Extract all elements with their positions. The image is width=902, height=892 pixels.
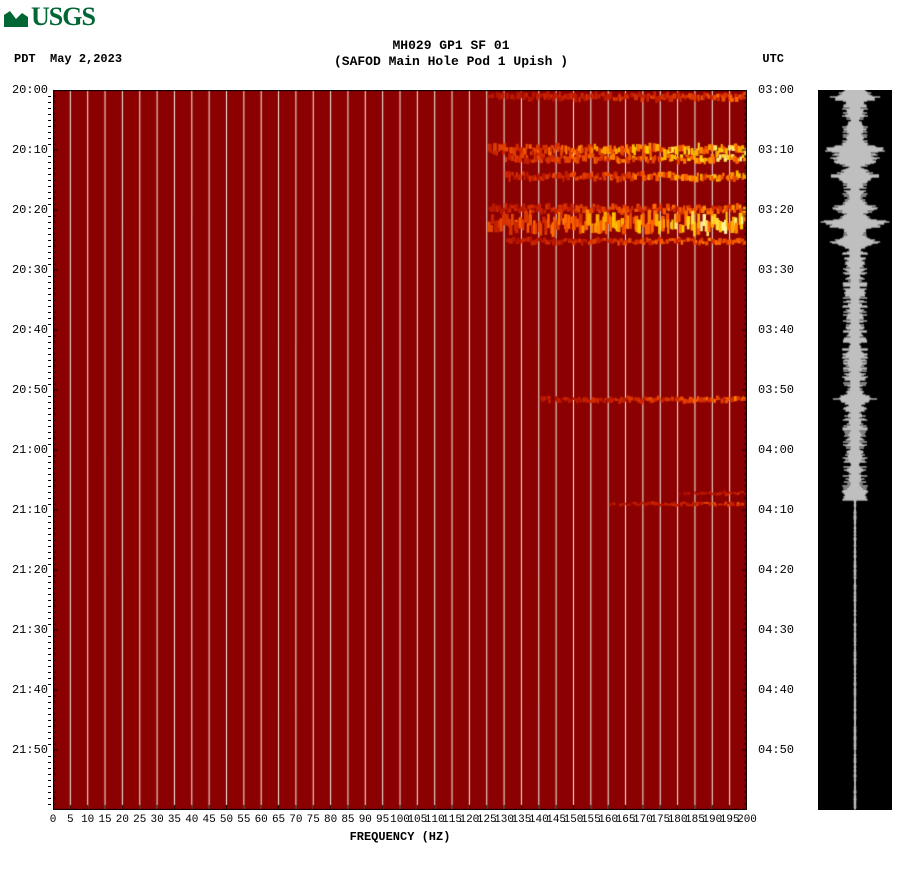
ytick-right: 04:50	[758, 743, 794, 757]
xtick: 60	[255, 814, 268, 826]
ytick-left: 20:50	[0, 383, 48, 397]
ytick-left: 21:50	[0, 743, 48, 757]
xtick: 75	[307, 814, 320, 826]
spectrogram-canvas	[53, 90, 747, 810]
xtick: 5	[67, 814, 74, 826]
xtick: 10	[81, 814, 94, 826]
date-label: PDT May 2,2023	[14, 52, 122, 66]
ytick-left: 20:40	[0, 323, 48, 337]
ytick-left: 21:00	[0, 443, 48, 457]
ytick-left: 21:20	[0, 563, 48, 577]
waveform-panel	[818, 90, 892, 810]
xtick: 200	[737, 814, 757, 826]
header: MH029 GP1 SF 01 (SAFOD Main Hole Pod 1 U…	[0, 38, 902, 69]
ytick-right: 03:20	[758, 203, 794, 217]
ytick-right: 03:00	[758, 83, 794, 97]
spectrogram-plot	[53, 90, 747, 810]
xtick: 0	[50, 814, 57, 826]
ytick-left: 20:10	[0, 143, 48, 157]
ytick-left: 21:30	[0, 623, 48, 637]
ytick-left: 20:30	[0, 263, 48, 277]
xtick: 85	[341, 814, 354, 826]
ytick-left: 21:40	[0, 683, 48, 697]
title-line1: MH029 GP1 SF 01	[392, 38, 509, 53]
xtick: 45	[203, 814, 216, 826]
usgs-logo: USGS	[4, 2, 95, 32]
ytick-right: 04:00	[758, 443, 794, 457]
ytick-right: 04:30	[758, 623, 794, 637]
xtick: 25	[133, 814, 146, 826]
ytick-left: 20:00	[0, 83, 48, 97]
ytick-right: 04:20	[758, 563, 794, 577]
ytick-right: 04:40	[758, 683, 794, 697]
xtick: 95	[376, 814, 389, 826]
title-line2: (SAFOD Main Hole Pod 1 Upish )	[334, 54, 568, 69]
xtick: 30	[150, 814, 163, 826]
xtick: 65	[272, 814, 285, 826]
xtick: 20	[116, 814, 129, 826]
y-axis-left: 20:0020:1020:2020:3020:4020:5021:0021:10…	[0, 90, 50, 810]
xtick: 90	[359, 814, 372, 826]
left-tz: PDT	[14, 52, 36, 66]
waveform-canvas	[818, 90, 892, 810]
xtick: 15	[98, 814, 111, 826]
y-axis-right: 03:0003:1003:2003:3003:4003:5004:0004:10…	[750, 90, 810, 810]
xtick: 80	[324, 814, 337, 826]
xtick: 70	[289, 814, 302, 826]
wave-icon	[4, 7, 28, 27]
xtick: 35	[168, 814, 181, 826]
x-axis: FREQUENCY (HZ) 05 10 15 20 25 30 35 40 45 50 55 60 6…	[53, 810, 747, 850]
ytick-left: 21:10	[0, 503, 48, 517]
utc-label: UTC	[762, 52, 784, 66]
ytick-right: 03:10	[758, 143, 794, 157]
xtick: 50	[220, 814, 233, 826]
xtick: 40	[185, 814, 198, 826]
x-axis-label: FREQUENCY (HZ)	[53, 830, 747, 844]
ytick-right: 03:40	[758, 323, 794, 337]
ytick-right: 03:30	[758, 263, 794, 277]
ytick-right: 04:10	[758, 503, 794, 517]
xtick: 55	[237, 814, 250, 826]
date-text: May 2,2023	[50, 52, 122, 66]
ytick-left: 20:20	[0, 203, 48, 217]
ytick-right: 03:50	[758, 383, 794, 397]
logo-text: USGS	[31, 2, 95, 32]
